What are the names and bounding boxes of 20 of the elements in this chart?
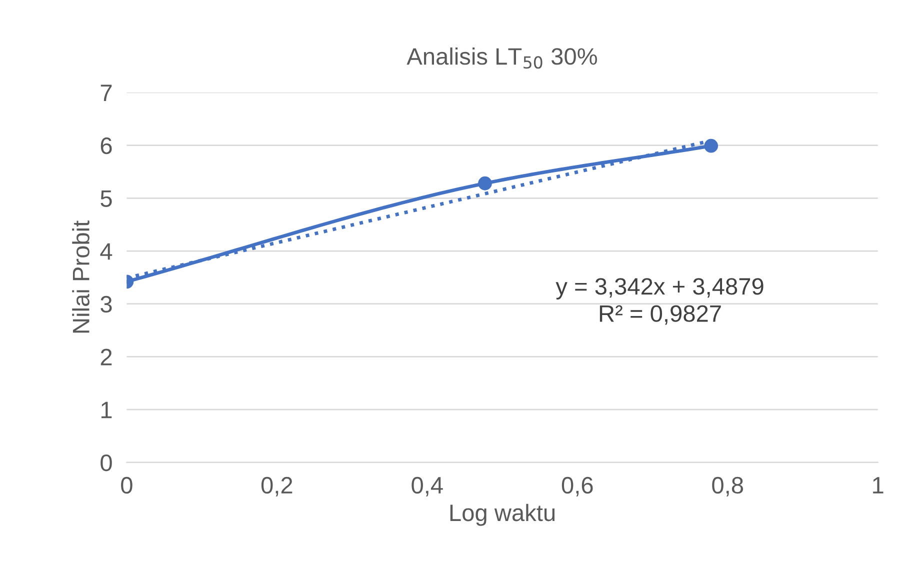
y-tick-label: 0 [100,454,112,472]
point [704,138,718,153]
x-tick-label: 1 [873,477,884,494]
y-tick-label: 6 [100,137,112,154]
y-tick-label: 7 [100,84,112,102]
y-tick-label: 3 [100,296,112,313]
chart-title: Analisis LT$_{50}$ 30% [406,47,598,69]
x-tick-label: 0,6 [562,476,593,496]
y-tick-label: 1 [101,402,112,418]
y-tick-label: 2 [100,348,112,366]
x-axis-title: Log waktu [450,504,555,526]
annotation: y = 3,342x + 3,4879 R² = 0,9827 [556,278,764,325]
x-tick-label: 0,2 [261,476,292,496]
x-tick-label: 0,8 [712,476,744,496]
y-tick-label: 4 [100,243,112,260]
y-tick-label: 5 [100,190,112,207]
x-tick-label: 0,4 [412,476,443,496]
y-axis-title: Nilai Probit [72,220,90,333]
point [478,176,492,190]
x-tick-label: 0 [121,476,132,494]
